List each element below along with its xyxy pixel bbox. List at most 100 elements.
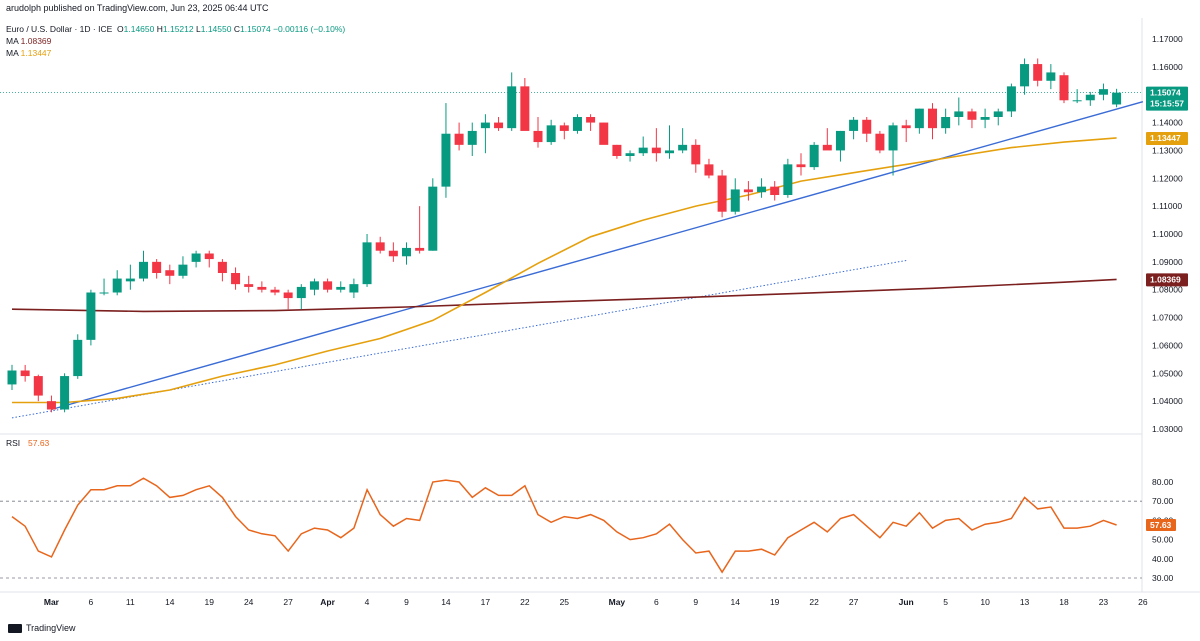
rsi-tick-label: 30.00 <box>1152 573 1174 583</box>
close-label: C <box>233 24 240 34</box>
symbol-name[interactable]: Euro / U.S. Dollar · 1D · ICE <box>6 24 113 34</box>
open-label: O <box>117 24 124 34</box>
candle-body <box>546 125 556 143</box>
candle-body <box>665 150 674 154</box>
published-caption: arudolph published on TradingView.com, J… <box>6 3 269 13</box>
candle-body <box>572 117 582 131</box>
rsi-tick-label: 50.00 <box>1152 535 1174 545</box>
candle-body <box>152 261 162 273</box>
price-tick-label: 1.16000 <box>1152 62 1183 72</box>
candle-body <box>375 242 385 251</box>
candle-body <box>362 242 372 285</box>
candle-body <box>283 292 293 299</box>
rsi-tick-label: 70.00 <box>1152 496 1174 506</box>
candle-body <box>1112 92 1122 105</box>
candle-body <box>73 339 83 377</box>
rsi-title: RSI <box>6 438 20 448</box>
candle-body <box>612 144 622 156</box>
ma-long-tag: 1.08369 <box>1150 274 1181 284</box>
candle-body <box>638 147 648 154</box>
price-tick-label: 1.17000 <box>1152 34 1183 44</box>
rsi-tick-label: 80.00 <box>1152 477 1174 487</box>
candle-body <box>296 286 306 299</box>
candle-body <box>862 119 872 134</box>
time-tick-label: 22 <box>520 597 530 607</box>
candle-body <box>441 133 451 187</box>
tradingview-footer[interactable]: TradingView <box>8 623 76 633</box>
last-price-tag: 1.15074 <box>1150 88 1181 98</box>
candle-body <box>967 111 977 120</box>
candle-body <box>625 153 635 156</box>
price-tick-label: 1.12000 <box>1152 173 1183 183</box>
ma-long-tag-bg <box>1146 273 1188 287</box>
candle-body <box>770 186 780 195</box>
candle-body <box>270 289 280 293</box>
candle-body <box>99 292 109 294</box>
price-tick-label: 1.13000 <box>1152 145 1183 155</box>
candle-body <box>428 186 438 251</box>
candle-body <box>1085 94 1095 101</box>
price-tick-label: 1.14000 <box>1152 118 1183 128</box>
time-tick-label: 9 <box>693 597 698 607</box>
time-tick-label: 27 <box>283 597 293 607</box>
ma-long-value: 1.08369 <box>20 36 52 46</box>
close-value: 1.15074 <box>239 24 271 34</box>
trendline-solid <box>51 101 1144 411</box>
time-tick-label: 14 <box>165 597 175 607</box>
time-tick-label: 9 <box>404 597 409 607</box>
ma-mid-legend[interactable]: MA 1.13447 <box>6 48 51 58</box>
candle-body <box>822 144 832 151</box>
price-tick-label: 1.09000 <box>1152 257 1183 267</box>
ma-mid-line <box>12 137 1117 404</box>
time-tick-label: 19 <box>770 597 780 607</box>
high-value: 1.15212 <box>162 24 194 34</box>
candle-body <box>704 164 714 176</box>
candle-body <box>796 164 806 168</box>
time-tick-label: 25 <box>560 597 570 607</box>
tradingview-brand: TradingView <box>26 623 76 633</box>
candle-body <box>323 281 333 290</box>
candle-body <box>717 175 727 212</box>
candle-body <box>1046 72 1056 81</box>
candle-body <box>204 253 214 260</box>
low-label: L <box>196 24 201 34</box>
candle-body <box>599 122 609 145</box>
ma-mid-tag: 1.13447 <box>1150 133 1181 143</box>
candle-body <box>349 284 359 293</box>
candle-body <box>454 133 464 145</box>
candle-body <box>901 125 911 129</box>
ma-mid-value: 1.13447 <box>20 48 52 58</box>
candle-body <box>231 273 241 285</box>
candle-body <box>415 247 425 251</box>
candle-body <box>783 164 793 195</box>
time-tick-label: 17 <box>481 597 491 607</box>
candle-body <box>888 125 898 151</box>
time-tick-label: Jun <box>899 597 914 607</box>
candle-body <box>678 144 688 151</box>
candle-body <box>7 370 17 385</box>
candle-body <box>336 286 346 290</box>
ma-long-line <box>11 278 1117 313</box>
price-tick-label: 1.11000 <box>1152 201 1182 211</box>
ma-long-legend[interactable]: MA 1.08369 <box>6 36 51 46</box>
candle-body <box>507 86 517 129</box>
rsi-tick-label: 40.00 <box>1152 554 1174 564</box>
rsi-value-tag-bg <box>1146 518 1176 531</box>
candle-body <box>914 108 924 129</box>
candle-body <box>691 144 701 165</box>
time-tick-label: May <box>609 597 626 607</box>
time-tick-label: 4 <box>365 597 370 607</box>
symbol-legend: Euro / U.S. Dollar · 1D · ICE O1.14650 H… <box>6 24 345 34</box>
rsi-line <box>11 477 1117 574</box>
candle-body <box>559 125 569 131</box>
open-value: 1.14650 <box>123 24 155 34</box>
candle-body <box>586 117 596 123</box>
candle-body <box>928 108 937 129</box>
candle-body <box>191 253 201 262</box>
candle-body <box>86 292 96 340</box>
candle-body <box>809 144 819 168</box>
candle-body <box>1098 89 1108 95</box>
candle-body <box>388 250 398 257</box>
time-tick-label: 5 <box>943 597 948 607</box>
